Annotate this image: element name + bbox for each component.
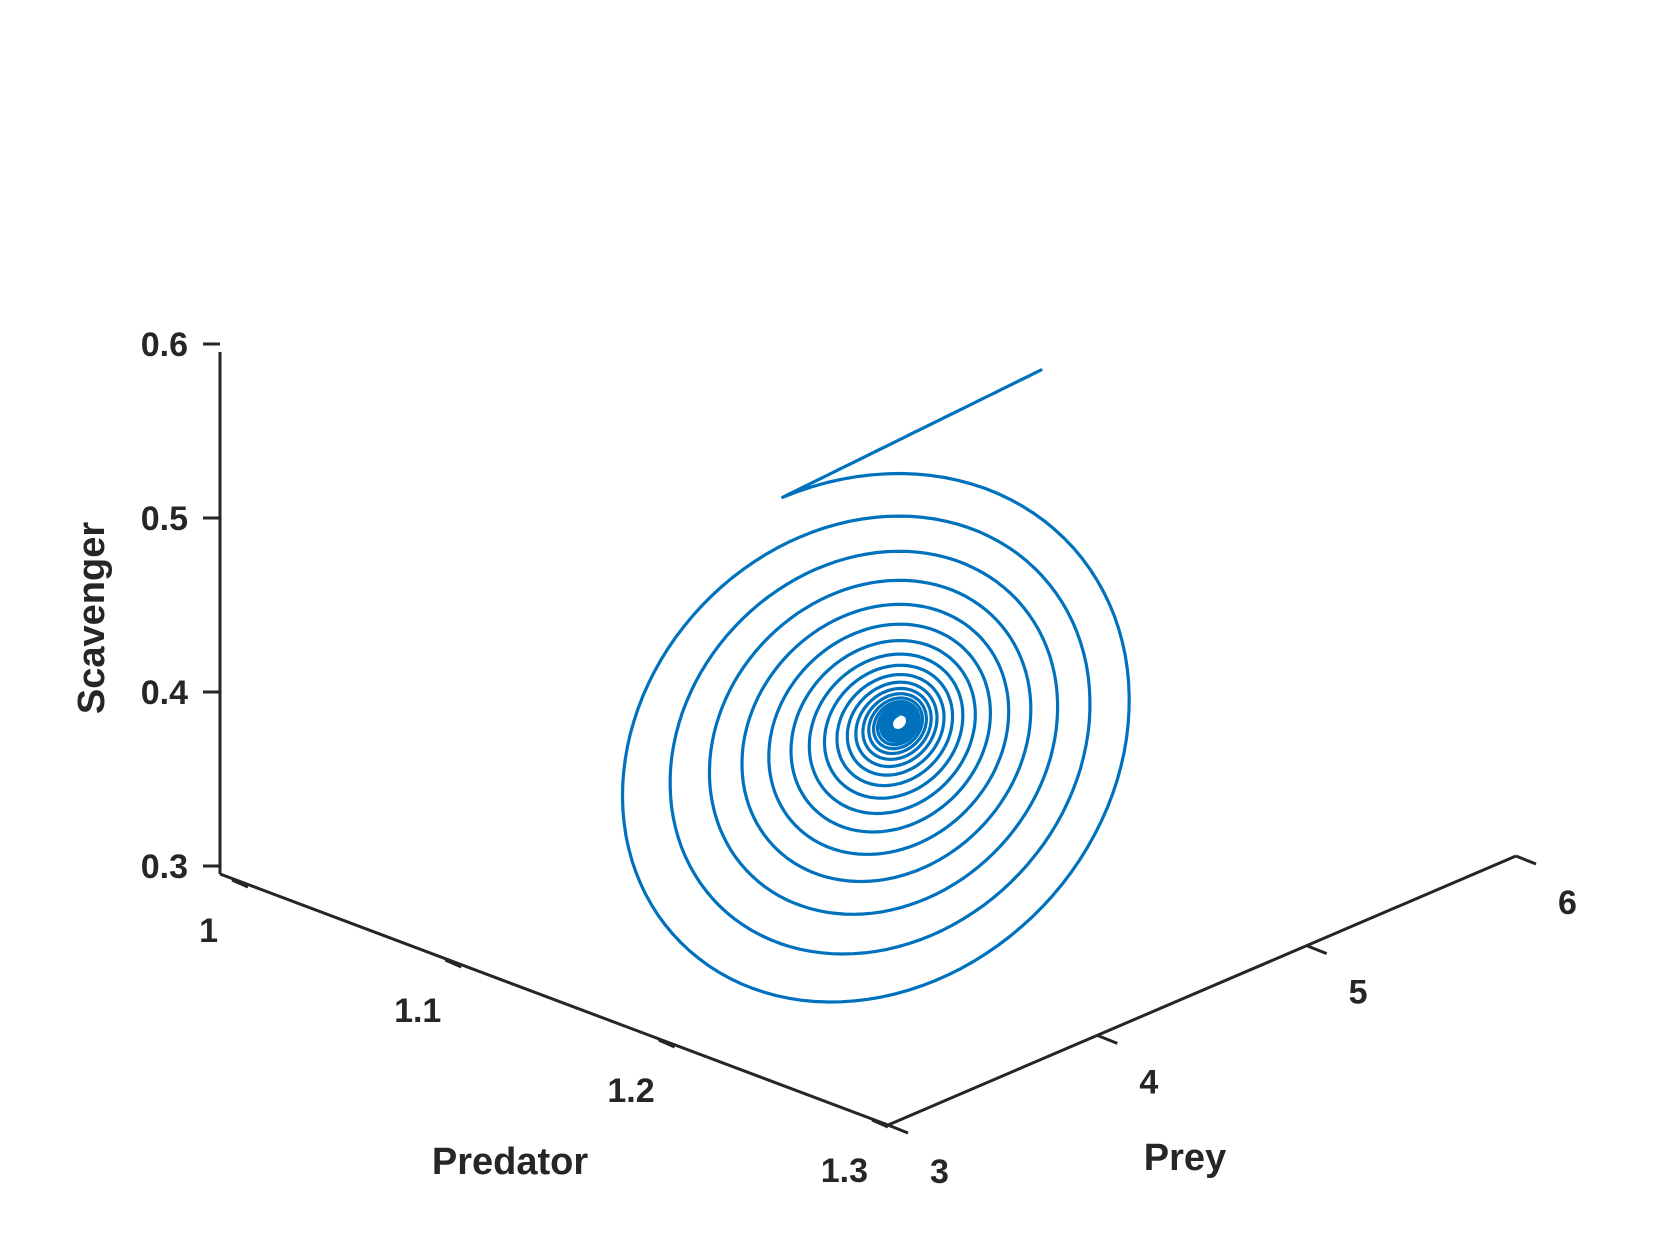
trajectory-layer [620,368,1131,1004]
x-tick [658,1038,676,1049]
x-tick-label: 1 [199,912,218,950]
z-tick-label: 0.3 [141,848,188,886]
y-tick-label: 4 [1139,1063,1158,1101]
z-tick-label: 0.5 [141,500,188,538]
y-tick [1096,1033,1118,1045]
axis-ticks: 0.3 0.4 0.5 0.6 1 1.1 1.2 1.3 3 4 5 6 [141,326,1577,1191]
y-tick [887,1123,909,1135]
x-axis-line [219,872,889,1127]
axes-lines [218,352,1517,1127]
y-tick-label: 3 [930,1153,949,1191]
x-tick-label: 1.1 [394,992,441,1030]
x-tick-label: 1.2 [607,1072,654,1110]
y-axis-label: Prey [1144,1137,1226,1179]
y-tick [1306,944,1328,956]
y-tick-label: 6 [1558,884,1577,922]
y-tick [1515,854,1537,866]
y-tick-label: 5 [1349,974,1368,1012]
y-axis-line [887,854,1517,1127]
z-axis-label: Scavenger [71,522,113,714]
z-tick-label: 0.6 [141,326,188,364]
x-tick [871,1118,889,1129]
trajectory-line [620,368,1131,1004]
x-tick [231,878,249,889]
x-axis-label: Predator [432,1141,588,1183]
z-tick-label: 0.4 [141,674,188,712]
x-tick [444,958,462,969]
x-tick-label: 1.3 [821,1152,868,1190]
